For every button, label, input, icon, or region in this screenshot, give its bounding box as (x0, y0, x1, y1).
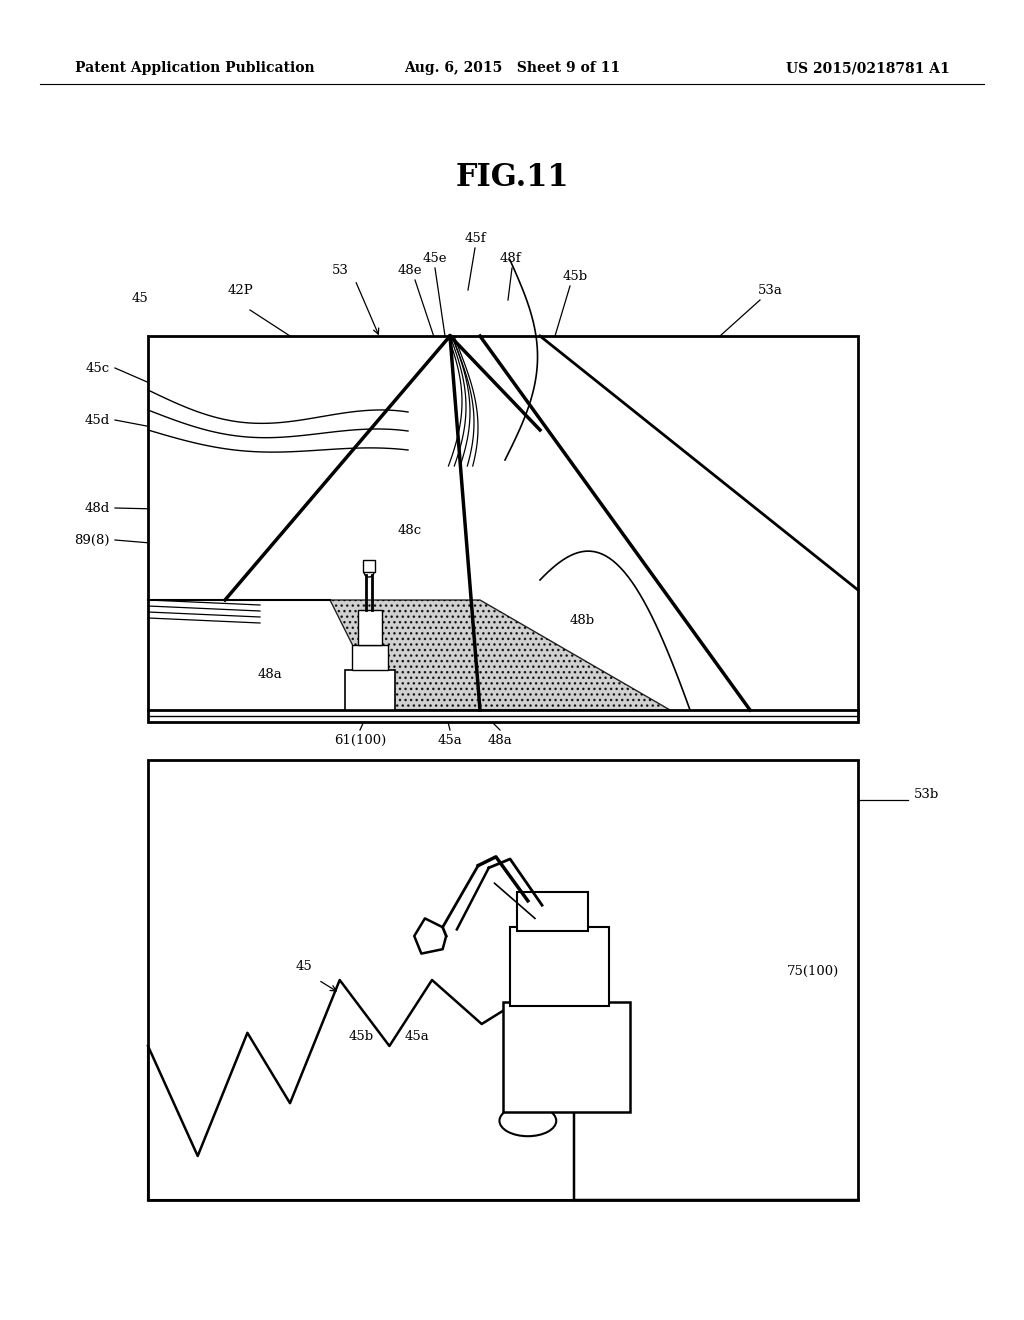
Text: 48a: 48a (258, 668, 283, 681)
Bar (345, 671, 395, 710)
Bar (362, 560, 375, 572)
Text: Aug. 6, 2015   Sheet 9 of 11: Aug. 6, 2015 Sheet 9 of 11 (403, 61, 621, 75)
Text: 89(8): 89(8) (75, 533, 110, 546)
Text: 45: 45 (132, 292, 148, 305)
Text: 48d: 48d (85, 502, 110, 515)
Bar (358, 610, 382, 645)
Text: 53a: 53a (758, 284, 782, 297)
Text: 45d: 45d (85, 413, 110, 426)
Text: 75(100): 75(100) (787, 965, 840, 978)
Text: 48f: 48f (499, 252, 521, 264)
Text: 53b: 53b (914, 788, 939, 801)
Bar (517, 892, 588, 931)
Text: 48b: 48b (570, 614, 595, 627)
Text: 42P: 42P (227, 284, 253, 297)
Text: 48e: 48e (397, 264, 422, 276)
Text: 53: 53 (332, 264, 348, 276)
Text: 45a: 45a (404, 1031, 429, 1044)
Text: 45e: 45e (423, 252, 447, 264)
Text: 45c: 45c (86, 362, 110, 375)
Text: 45b: 45b (562, 269, 588, 282)
Ellipse shape (500, 1105, 556, 1137)
Bar (510, 927, 609, 1006)
Bar (148, 337, 858, 722)
Text: 48a: 48a (487, 734, 512, 747)
Text: 45a: 45a (437, 734, 463, 747)
Bar (503, 1002, 630, 1111)
Text: US 2015/0218781 A1: US 2015/0218781 A1 (786, 61, 950, 75)
Text: 61(100): 61(100) (334, 734, 386, 747)
Text: 45b: 45b (348, 1031, 374, 1044)
Text: 45f: 45f (464, 231, 485, 244)
Polygon shape (330, 601, 670, 710)
Text: 45: 45 (296, 960, 312, 973)
Text: FIG.11: FIG.11 (456, 162, 568, 194)
Bar (148, 760, 858, 1200)
Bar (352, 645, 388, 671)
Text: Patent Application Publication: Patent Application Publication (75, 61, 314, 75)
Text: 48c: 48c (398, 524, 422, 536)
